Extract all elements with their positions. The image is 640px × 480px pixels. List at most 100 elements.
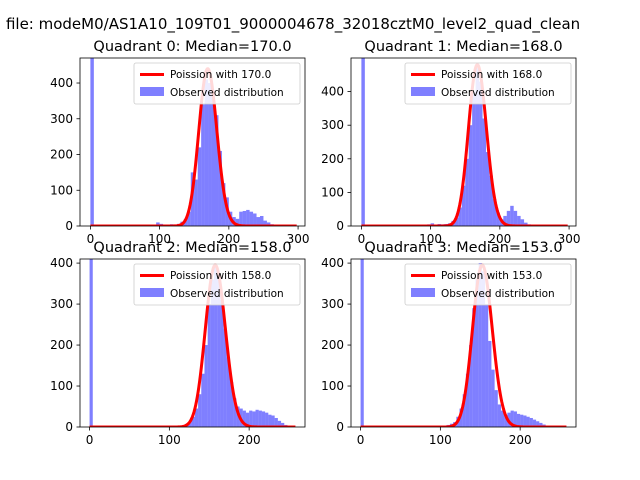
quadrant-1-poisson-curve xyxy=(360,63,569,226)
quadrant-3-histogram-bar xyxy=(478,263,482,427)
quadrant-2-legend: Poission with 158.0 Observed distribution xyxy=(133,263,301,306)
quadrant-2-y-tick-label: 200 xyxy=(50,338,73,352)
quadrant-0-histogram-bar xyxy=(197,147,202,226)
quadrant-1-axes-frame xyxy=(350,57,577,227)
quadrant-1-histogram-bar xyxy=(468,125,473,226)
quadrant-2-panel: Quadrant 2: Median=158.0 0 100 200 0 100 200 30… xyxy=(50,240,306,447)
quadrant-0-legend-observed-label: Observed distribution xyxy=(170,87,284,99)
quadrant-0-x-tick-label: 0 xyxy=(87,232,95,246)
quadrant-3-histogram-bar xyxy=(360,259,364,427)
quadrant-0-histogram-bar xyxy=(260,215,264,226)
quadrant-2-histogram-bar xyxy=(214,267,218,427)
quadrant-0-histogram-bar xyxy=(235,218,240,226)
quadrant-0-histogram-bar xyxy=(215,115,219,226)
quadrant-0-panel: Quadrant 0: Median=170.0 0 100 200 300 0 100 20… xyxy=(50,39,309,246)
quadrant-3-histogram-bar xyxy=(523,415,527,427)
quadrant-0-histogram-bar xyxy=(201,104,205,226)
quadrant-2-histogram-bar xyxy=(233,398,237,427)
quadrant-1-x-tick-label: 0 xyxy=(358,232,366,246)
quadrant-2-histogram-bar xyxy=(245,412,250,427)
quadrant-1-y-tick-label: 0 xyxy=(336,219,344,233)
quadrant-2-legend-poisson-label: Poission with 158.0 xyxy=(170,270,271,282)
quadrant-1-legend-poisson-label: Poission with 168.0 xyxy=(441,69,542,81)
quadrant-3-title: Quadrant 3: Median=153.0 xyxy=(364,240,562,256)
quadrant-0-y-tick-label: 400 xyxy=(50,76,73,90)
quadrant-0-histogram-bar xyxy=(253,213,257,226)
quadrant-1-y-tick-label: 300 xyxy=(321,118,344,132)
quadrant-3-y-tick-label: 200 xyxy=(321,338,344,352)
quadrant-0-histogram-bar xyxy=(218,150,222,226)
quadrant-2-histogram-bar xyxy=(271,415,275,427)
quadrant-0-histogram-bar xyxy=(242,210,247,226)
quadrant-0-legend-observed-swatch xyxy=(140,87,164,96)
quadrant-1-histogram-bar xyxy=(513,210,518,226)
quadrant-0-histogram-bar xyxy=(90,58,94,226)
quadrant-2-y-tick-label: 300 xyxy=(50,297,73,311)
quadrant-2-histogram-bar xyxy=(252,411,256,427)
quadrant-2-histogram-bar xyxy=(89,259,93,427)
quadrant-2-legend-observed-label: Observed distribution xyxy=(170,288,284,300)
quadrant-0-poisson-curve xyxy=(89,67,298,226)
quadrant-0-x-tick-label: 300 xyxy=(287,232,310,246)
quadrant-0-axes-frame xyxy=(79,57,306,227)
quadrant-1-legend-box xyxy=(404,62,572,105)
quadrant-1-y-tick-label: 200 xyxy=(321,152,344,166)
quadrant-3-histogram-bar xyxy=(539,422,543,427)
quadrant-3-legend-observed-swatch xyxy=(411,288,435,297)
quadrant-3-histogram-bar xyxy=(497,404,501,427)
figure-suptitle: a file: modeM0/AS1A10_109T01_9000004678_… xyxy=(0,15,580,34)
quadrant-2-x-tick-label: 200 xyxy=(238,433,261,447)
quadrant-0-histogram-bar xyxy=(249,211,254,226)
quadrant-3-histogram-bar xyxy=(520,414,524,427)
quadrant-2-histogram-bar xyxy=(274,417,278,427)
quadrant-2-histogram-bar xyxy=(226,357,230,427)
quadrant-3-histogram-bar xyxy=(488,340,492,427)
quadrant-0-histogram-bar xyxy=(208,83,212,226)
quadrant-1-histogram-bar xyxy=(454,217,459,226)
quadrant-1-histogram-bar xyxy=(479,81,483,226)
quadrant-0-histogram-bar xyxy=(156,222,160,226)
quadrant-1-histogram-bar xyxy=(496,212,500,226)
quadrant-1-histogram-bar xyxy=(482,118,486,226)
quadrant-2-histogram-bar xyxy=(191,416,195,427)
quadrant-1-legend: Poission with 168.0 Observed distribution xyxy=(404,62,572,105)
quadrant-2-histogram-bar xyxy=(230,381,234,427)
quadrant-0-legend: Poission with 170.0 Observed distribution xyxy=(133,62,301,105)
quadrant-0-plot-area xyxy=(89,58,298,226)
quadrant-2-histogram-bar xyxy=(220,299,224,427)
quadrant-1-x-tick-label: 200 xyxy=(488,232,511,246)
quadrant-1-y-tick-label: 100 xyxy=(321,185,344,199)
quadrant-1-histogram-bar xyxy=(503,215,507,226)
quadrant-0-histogram-bar xyxy=(221,183,226,226)
quadrant-3-histogram-bar xyxy=(526,416,530,427)
quadrant-3-poisson-curve xyxy=(359,263,568,427)
quadrant-2-histogram-bar xyxy=(249,410,253,427)
quadrant-1-histogram-bar xyxy=(520,219,525,226)
quadrant-2-y-tick-label: 0 xyxy=(65,420,73,434)
quadrant-3-histogram-bar xyxy=(532,419,537,427)
quadrant-2-y-tick-label: 400 xyxy=(50,256,73,270)
quadrant-3-legend: Poission with 153.0 Observed distribution xyxy=(404,263,572,306)
quadrant-3-histogram-bar xyxy=(501,410,505,427)
quadrant-2-histogram-bar xyxy=(281,422,285,427)
quadrant-0-histogram-bar xyxy=(187,211,191,226)
quadrant-0-x-tick-label: 200 xyxy=(217,232,240,246)
quadrant-3-histogram-bar xyxy=(462,394,466,427)
quadrant-0-title: Quadrant 0: Median=170.0 xyxy=(93,39,291,55)
quadrant-0-legend-box xyxy=(133,62,301,105)
quadrant-2-x-tick-label: 100 xyxy=(158,433,181,447)
quadrant-3-y-tick-label: 400 xyxy=(321,256,344,270)
quadrant-2-histogram-bar xyxy=(204,345,208,427)
quadrant-3-panel: Quadrant 3: Median=153.0 0 100 200 0 100 200 30… xyxy=(321,240,577,447)
quadrant-2-histogram-bar xyxy=(268,414,272,427)
quadrant-3-legend-observed-label: Observed distribution xyxy=(441,288,555,300)
quadrant-2-histogram-bar xyxy=(265,412,269,427)
quadrant-2-histogram-bar xyxy=(242,410,246,427)
quadrant-2-histogram-bar xyxy=(207,304,211,427)
quadrant-1-histogram-bar xyxy=(517,215,521,226)
quadrant-0-histogram-bar xyxy=(204,79,209,226)
quadrant-2-histogram-bar xyxy=(255,409,259,427)
panels: Quadrant 0: Median=170.0 0 100 200 300 0 100 20… xyxy=(50,39,580,447)
quadrant-1-histogram-bar xyxy=(510,205,514,226)
quadrant-1-y-tick-label: 400 xyxy=(321,85,344,99)
